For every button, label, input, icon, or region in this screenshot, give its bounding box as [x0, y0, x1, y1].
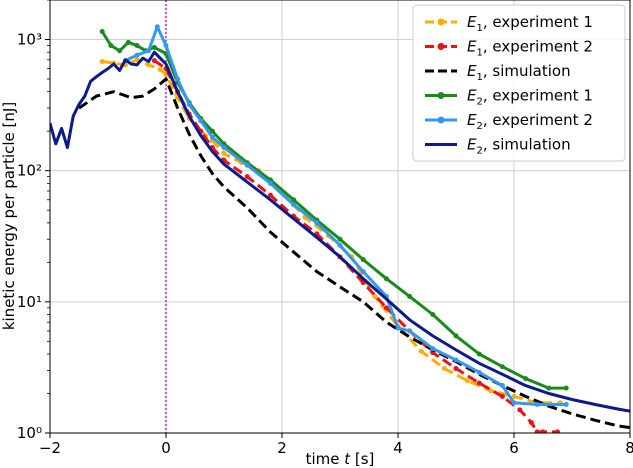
series-point-5 — [430, 346, 436, 352]
series-point-5 — [314, 220, 320, 226]
series-point-4 — [383, 276, 389, 282]
series-point-1 — [488, 388, 494, 394]
series-point-4 — [117, 48, 123, 54]
series-point-4 — [453, 333, 459, 339]
series-point-5 — [476, 369, 482, 375]
series-point-1 — [99, 58, 105, 64]
series-point-2 — [267, 192, 273, 198]
legend-marker — [437, 116, 445, 124]
series-line-3 — [78, 77, 630, 430]
series-point-4 — [337, 236, 343, 242]
series-point-5 — [163, 42, 169, 48]
series-layer — [50, 24, 630, 433]
series-point-4 — [209, 128, 215, 134]
series-point-1 — [146, 62, 152, 68]
legend: E1, experiment 1 E1, experiment 2 E1, simu… — [412, 4, 626, 162]
series-point-1 — [418, 348, 424, 354]
series-point-2 — [453, 366, 459, 372]
series-point-4 — [407, 293, 413, 299]
series-point-5 — [175, 76, 181, 82]
y-axis-label: kinetic energy per particle [nJ] — [0, 102, 18, 330]
legend-label: E1, simulation — [467, 62, 571, 83]
legend-marker — [437, 43, 445, 50]
x-tick-label: 6 — [509, 439, 519, 457]
x-axis-label: time t [s] — [306, 450, 375, 468]
series-point-4 — [523, 376, 529, 382]
series-point-5 — [221, 145, 227, 151]
series-point-4 — [108, 42, 114, 48]
series-point-2 — [517, 407, 523, 413]
series-point-5 — [198, 118, 204, 124]
x-tick-label: 0 — [161, 439, 171, 457]
x-tick-label: 2 — [277, 439, 287, 457]
axis-ticks: −2 0 2 4 6 8 10⁰ 10¹ 10² 10³ — [17, 0, 633, 457]
legend-label: E2, experiment 2 — [467, 111, 593, 132]
series-point-4 — [291, 197, 297, 203]
series-point-2 — [476, 380, 482, 386]
series-point-5 — [453, 357, 459, 363]
legend-label: E2, simulation — [467, 136, 571, 157]
legend-label: E2, experiment 1 — [467, 87, 593, 108]
series-point-4 — [563, 385, 569, 391]
series-point-2 — [540, 429, 546, 433]
legend-marker — [437, 92, 445, 99]
series-point-4 — [430, 312, 436, 318]
plot-frame — [49, 0, 631, 434]
series-point-5 — [395, 325, 401, 331]
series-point-1 — [134, 57, 140, 63]
series-line-1 — [101, 58, 561, 405]
series-point-4 — [476, 351, 482, 357]
series-line-5 — [124, 25, 567, 406]
legend-box — [412, 4, 626, 162]
series-point-5 — [186, 101, 192, 107]
series-point-4 — [99, 29, 105, 35]
series-point-5 — [534, 401, 540, 407]
x-tick-label: 4 — [393, 439, 403, 457]
series-point-1 — [157, 67, 163, 73]
series-point-2 — [534, 429, 540, 433]
series-line-4 — [100, 30, 567, 390]
series-point-5 — [499, 383, 505, 389]
series-point-2 — [499, 393, 505, 399]
series-point-5 — [154, 24, 160, 30]
legend-label: E1, experiment 2 — [467, 38, 593, 59]
series-point-5 — [337, 242, 343, 248]
series-point-4 — [546, 385, 552, 391]
series-point-2 — [151, 58, 157, 64]
x-tick-label: −2 — [39, 439, 61, 457]
series-point-5 — [134, 52, 140, 58]
series-point-5 — [146, 48, 152, 54]
y-tick-label: 10⁰ — [17, 424, 42, 442]
series-point-4 — [151, 44, 157, 50]
series-point-5 — [291, 202, 297, 208]
series-point-2 — [244, 174, 250, 180]
series-line-6 — [50, 50, 630, 413]
y-tick-label: 10² — [17, 162, 42, 180]
series-point-4 — [134, 42, 140, 48]
series-point-5 — [511, 400, 517, 406]
series-point-1 — [221, 151, 227, 157]
x-tick-label: 8 — [625, 439, 633, 457]
series-point-2 — [555, 429, 560, 433]
series-point-1 — [465, 378, 471, 384]
series-point-5 — [244, 162, 250, 168]
series-point-1 — [441, 366, 447, 372]
y-tick-label: 10¹ — [17, 293, 42, 311]
series-point-5 — [360, 269, 366, 275]
series-point-4 — [499, 364, 505, 370]
series-point-1 — [372, 293, 378, 299]
series-point-2 — [528, 420, 534, 426]
series-point-5 — [407, 328, 413, 334]
series-point-1 — [511, 393, 517, 399]
series-point-5 — [563, 401, 569, 407]
legend-marker — [437, 18, 445, 26]
y-tick-label: 10³ — [17, 30, 42, 48]
series-point-4 — [360, 257, 366, 263]
series-point-5 — [267, 180, 273, 186]
legend-label: E1, experiment 1 — [467, 13, 593, 34]
series-point-5 — [209, 134, 215, 140]
series-point-2 — [383, 305, 389, 311]
series-point-4 — [125, 39, 131, 45]
